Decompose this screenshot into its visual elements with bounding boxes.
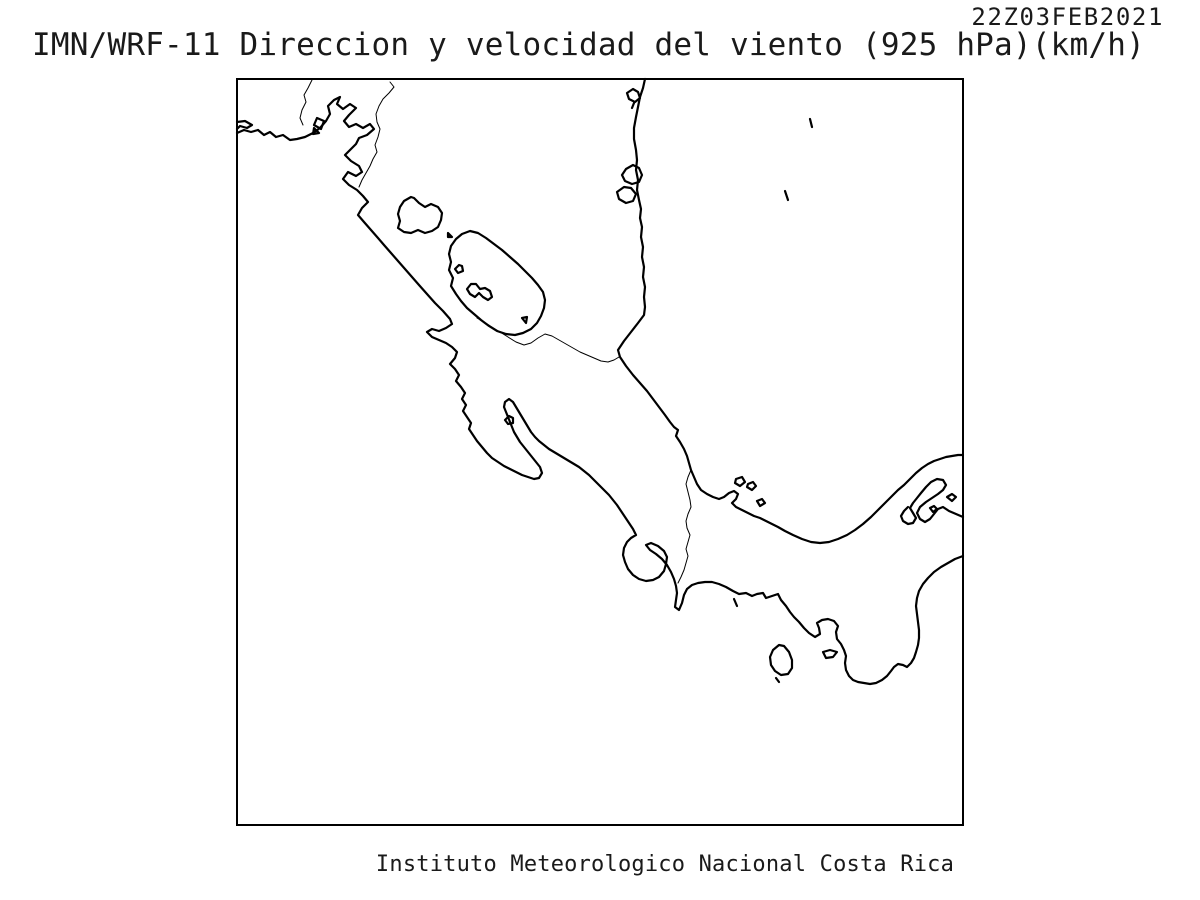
- coiba-dash: [774, 676, 781, 684]
- cebaco-island: [821, 648, 839, 660]
- lagoon-pearl: [620, 163, 644, 186]
- fonseca-island-diamond: [312, 116, 326, 131]
- border-elsalvador-honduras: [299, 79, 313, 126]
- map-frame: [236, 78, 964, 826]
- chiriqui-islet-1: [945, 492, 958, 503]
- country-borders: [299, 79, 692, 584]
- page-title: IMN/WRF-11 Direccion y velocidad del vie…: [32, 27, 1145, 63]
- lagoon-bluefields: [615, 185, 638, 205]
- coastline-fonseca-estuary: [235, 119, 260, 135]
- lake-nicaragua: [447, 229, 547, 337]
- lake-managua: [396, 195, 444, 235]
- corn-island-great: [783, 189, 790, 202]
- islands: [311, 87, 958, 684]
- bocas-islet-1: [733, 475, 747, 488]
- coastline-caribbean: [616, 77, 965, 545]
- coastline-pacific: [256, 95, 965, 686]
- coiba-island: [768, 643, 794, 677]
- border-honduras-nicaragua: [358, 81, 395, 188]
- chiriqui-islet-2: [928, 504, 939, 514]
- pacific-dash-islet: [732, 597, 739, 608]
- coastline-chiriqui-lagoon: [899, 477, 965, 526]
- nicoya-gulf-islet: [503, 414, 515, 426]
- bocas-islet-3: [755, 497, 767, 508]
- corn-island-little: [808, 117, 814, 129]
- lake-islet: [453, 263, 465, 275]
- run-timestamp: 22Z03FEB2021: [971, 3, 1164, 31]
- isleta-between-lakes: [446, 231, 454, 239]
- ometepe-island: [465, 282, 494, 302]
- fonseca-islet: [311, 126, 321, 136]
- border-nicaragua-costarica: [476, 317, 620, 363]
- lakes: [396, 195, 547, 337]
- coastlines: [235, 77, 965, 686]
- bocas-islet-2: [745, 480, 758, 492]
- footer-caption: Instituto Meteorologico Nacional Costa R…: [375, 852, 955, 877]
- lake-islet-south: [520, 315, 529, 325]
- border-costarica-panama: [677, 469, 692, 584]
- caribbean-islet-north: [625, 87, 642, 110]
